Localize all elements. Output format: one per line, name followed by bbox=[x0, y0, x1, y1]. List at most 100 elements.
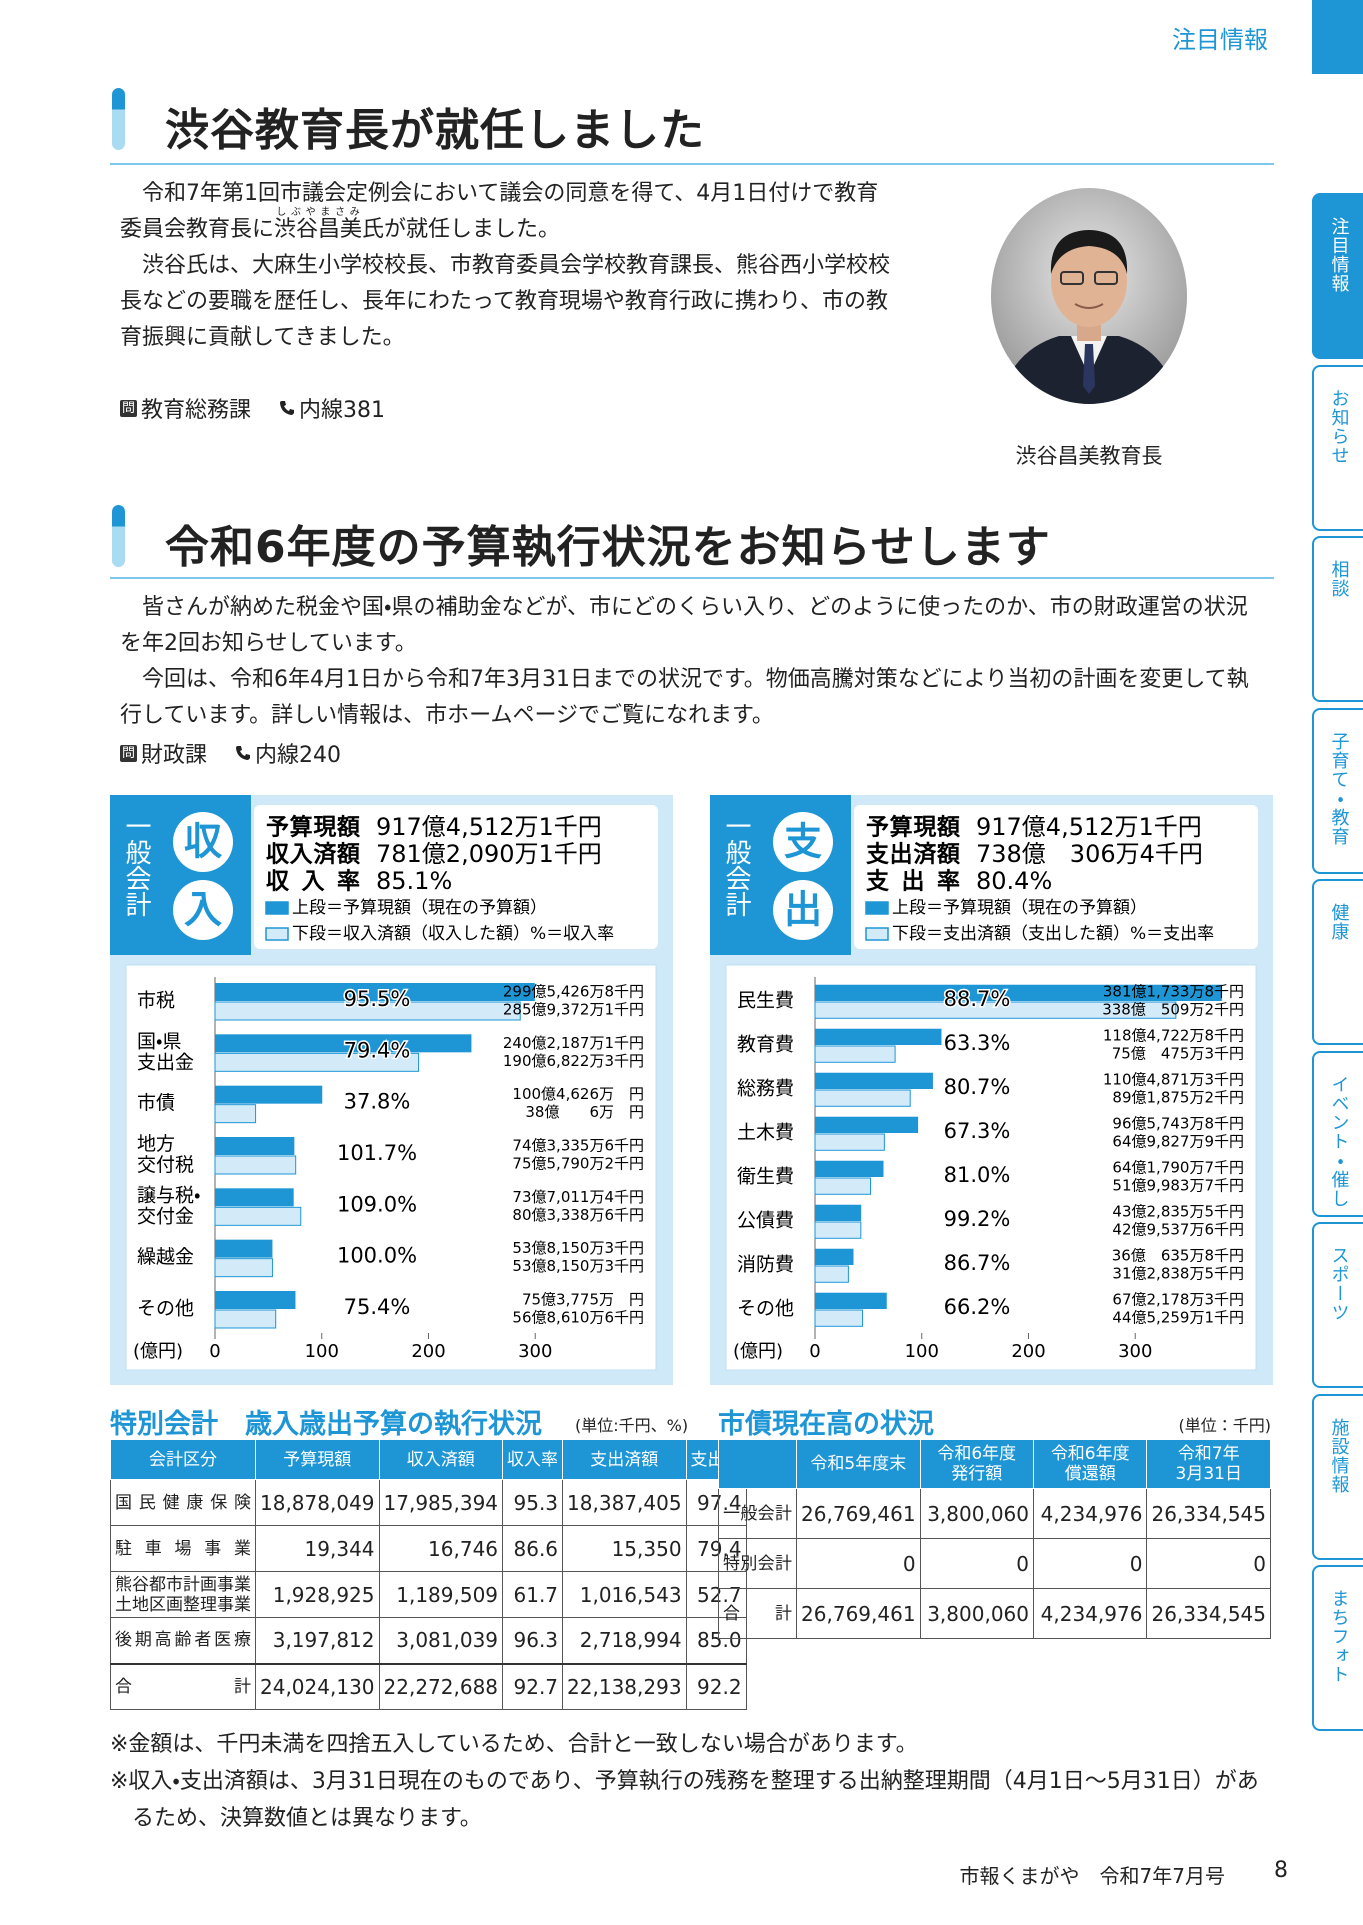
row-label-text: 合計 bbox=[723, 1603, 793, 1624]
cell: 16,746 bbox=[378, 1525, 504, 1572]
summary-value: 917億4,512万1千円 bbox=[376, 813, 602, 841]
municipal-bonds-table: 令和5年度末 令和6年度 発行額 令和6年度 償還額 令和7年 3月31日 一般会計 26,76… bbox=[717, 1439, 1271, 1639]
table-title: 特別会計 歳入歳出予算の執行状況 bbox=[110, 1409, 542, 1440]
summary-label: 収入率 bbox=[266, 869, 360, 895]
title-rule bbox=[110, 577, 1274, 579]
header-line: 令和5年度末 bbox=[810, 1454, 907, 1474]
header-line: 令和7年 bbox=[1177, 1444, 1240, 1464]
bar bbox=[215, 1034, 472, 1053]
row-label-line: 後期高齢者医療 bbox=[115, 1630, 251, 1651]
header-cell: 収入済額 bbox=[378, 1439, 504, 1480]
summary-label: 支出率 bbox=[866, 869, 960, 895]
cell: 24,024,130 bbox=[255, 1663, 380, 1710]
cell: 1,016,543 bbox=[562, 1571, 687, 1618]
cell: 0 bbox=[1146, 1538, 1271, 1589]
row-label-text: 一般会計 bbox=[723, 1503, 793, 1524]
title-rule bbox=[110, 163, 1274, 165]
bar bbox=[815, 1116, 919, 1133]
category-label: 地方 bbox=[137, 1133, 175, 1155]
row-label: 合計 bbox=[110, 1663, 256, 1710]
table-title: 市債現在高の状況 bbox=[718, 1409, 934, 1440]
cell: 0 bbox=[919, 1538, 1035, 1589]
sidebar-tab: イベント・催し bbox=[1312, 1050, 1363, 1217]
phone: 内線240 bbox=[255, 743, 342, 768]
cell: 18,387,405 bbox=[562, 1479, 687, 1526]
rate-label: 75.4% bbox=[344, 1295, 411, 1319]
category-label: その他 bbox=[137, 1298, 194, 1320]
cell: 17,985,394 bbox=[378, 1479, 504, 1526]
legend-swatch bbox=[865, 927, 889, 941]
table-row: 駐車場事業 19,344 16,746 86.6 15,350 79.4 bbox=[110, 1525, 747, 1572]
header-cell: 令和5年度末 bbox=[796, 1439, 921, 1489]
category-label: 総務費 bbox=[737, 1078, 794, 1100]
summary-value: 80.4% bbox=[976, 867, 1052, 895]
cell: 95.3 bbox=[502, 1479, 564, 1526]
axis-unit: (億円) bbox=[133, 1341, 183, 1362]
table-unit: (単位:千円、%) bbox=[575, 1416, 689, 1435]
ruby: 昌美まさみ bbox=[318, 207, 363, 242]
bar bbox=[815, 1028, 942, 1045]
value-label: 285億9,372万1千円 bbox=[503, 1001, 644, 1019]
row-label-line: 合計 bbox=[115, 1676, 251, 1697]
value-label: 38億 6万 円 bbox=[525, 1103, 644, 1121]
bar bbox=[815, 1204, 862, 1221]
section-label: 注目情報 bbox=[1172, 26, 1268, 54]
rate-label: 37.8% bbox=[344, 1090, 411, 1114]
category-label: 国・県 bbox=[137, 1030, 181, 1052]
department: 財政課 bbox=[141, 743, 208, 768]
paragraph: 渋谷氏は、大麻生小学校校長、市教育委員会学校教育課長、熊谷西小学校校長などの要職… bbox=[120, 253, 891, 350]
table-row: 国民健康保険 18,878,049 17,985,394 95.3 18,387,405… bbox=[110, 1479, 747, 1526]
header-row: 令和5年度末 令和6年度 発行額 令和6年度 償還額 令和7年 3月31日 bbox=[717, 1439, 1271, 1489]
category-label: 消防費 bbox=[737, 1254, 794, 1276]
row-label-line: 国民健康保険 bbox=[115, 1492, 251, 1513]
notes: ※金額は、千円未満を四捨五入しているため、合計と一致しない場合があります。 ※収… bbox=[110, 1726, 1270, 1837]
cell: 2,718,994 bbox=[562, 1617, 687, 1664]
category-label: 市税 bbox=[137, 990, 175, 1012]
summary-value: 917億4,512万1千円 bbox=[976, 813, 1202, 841]
bar bbox=[814, 1045, 896, 1063]
table-row: 合計 24,024,130 22,272,688 92.7 22,138,293 92.2 bbox=[110, 1663, 747, 1710]
bar bbox=[815, 1160, 884, 1177]
bar bbox=[214, 1206, 302, 1226]
cell: 26,334,545 bbox=[1146, 1588, 1271, 1639]
bar bbox=[814, 1177, 872, 1195]
category-label: 交付金 bbox=[137, 1205, 194, 1227]
paragraph: 今回は、令和6年4月1日から令和7年3月31日までの状況です。物価高騰対策などに… bbox=[120, 667, 1249, 728]
cell: 22,272,688 bbox=[378, 1663, 504, 1710]
rate-label: 63.3% bbox=[944, 1031, 1011, 1055]
section-marker bbox=[1312, 0, 1363, 74]
category-label: 交付税 bbox=[137, 1154, 194, 1176]
ruby-base: 昌美 bbox=[318, 217, 363, 242]
cell: 15,350 bbox=[562, 1525, 687, 1572]
ruby-reading: しぶや bbox=[274, 207, 319, 218]
cell: 4,234,976 bbox=[1032, 1488, 1148, 1539]
photo-caption: 渋谷昌美教育長 bbox=[1015, 444, 1163, 468]
tab-label: お知らせ bbox=[1328, 388, 1350, 465]
value-label: 75億5,790万2千円 bbox=[512, 1155, 644, 1173]
sidebar-tab: 相談 bbox=[1312, 536, 1363, 702]
value-label: 118億4,722万8千円 bbox=[1103, 1027, 1244, 1045]
legend-label: 下段＝収入済額（収入した額）%＝収入率 bbox=[292, 924, 614, 944]
cell: 3,197,812 bbox=[255, 1617, 380, 1664]
header-line: 発行額 bbox=[951, 1464, 1003, 1484]
x-tick-label: 300 bbox=[1118, 1341, 1152, 1362]
heading-char: 収 bbox=[184, 820, 223, 864]
heading-char: 支 bbox=[784, 820, 822, 864]
bar bbox=[214, 1309, 277, 1329]
row-label: 一般会計 bbox=[717, 1488, 798, 1539]
summary-value: 85.1% bbox=[376, 867, 452, 895]
cell: 3,800,060 bbox=[919, 1488, 1035, 1539]
value-label: 64億9,827万9千円 bbox=[1112, 1133, 1244, 1151]
value-label: 42億9,537万6千円 bbox=[1112, 1221, 1244, 1239]
row-label-line: 土地区画整理事業 bbox=[115, 1594, 251, 1615]
legend-label: 上段＝予算現額（現在の予算額） bbox=[292, 898, 547, 918]
note: ※金額は、千円未満を四捨五入しているため、合計と一致しない場合があります。 bbox=[110, 1732, 918, 1757]
contact-icon: 問 bbox=[120, 744, 137, 762]
ruby: 渋谷しぶや bbox=[274, 207, 318, 242]
value-label: 299億5,426万8千円 bbox=[503, 983, 644, 1001]
account-label: 一般会計 bbox=[121, 813, 151, 917]
x-tick-label: 200 bbox=[411, 1341, 445, 1362]
bar bbox=[814, 1133, 885, 1151]
